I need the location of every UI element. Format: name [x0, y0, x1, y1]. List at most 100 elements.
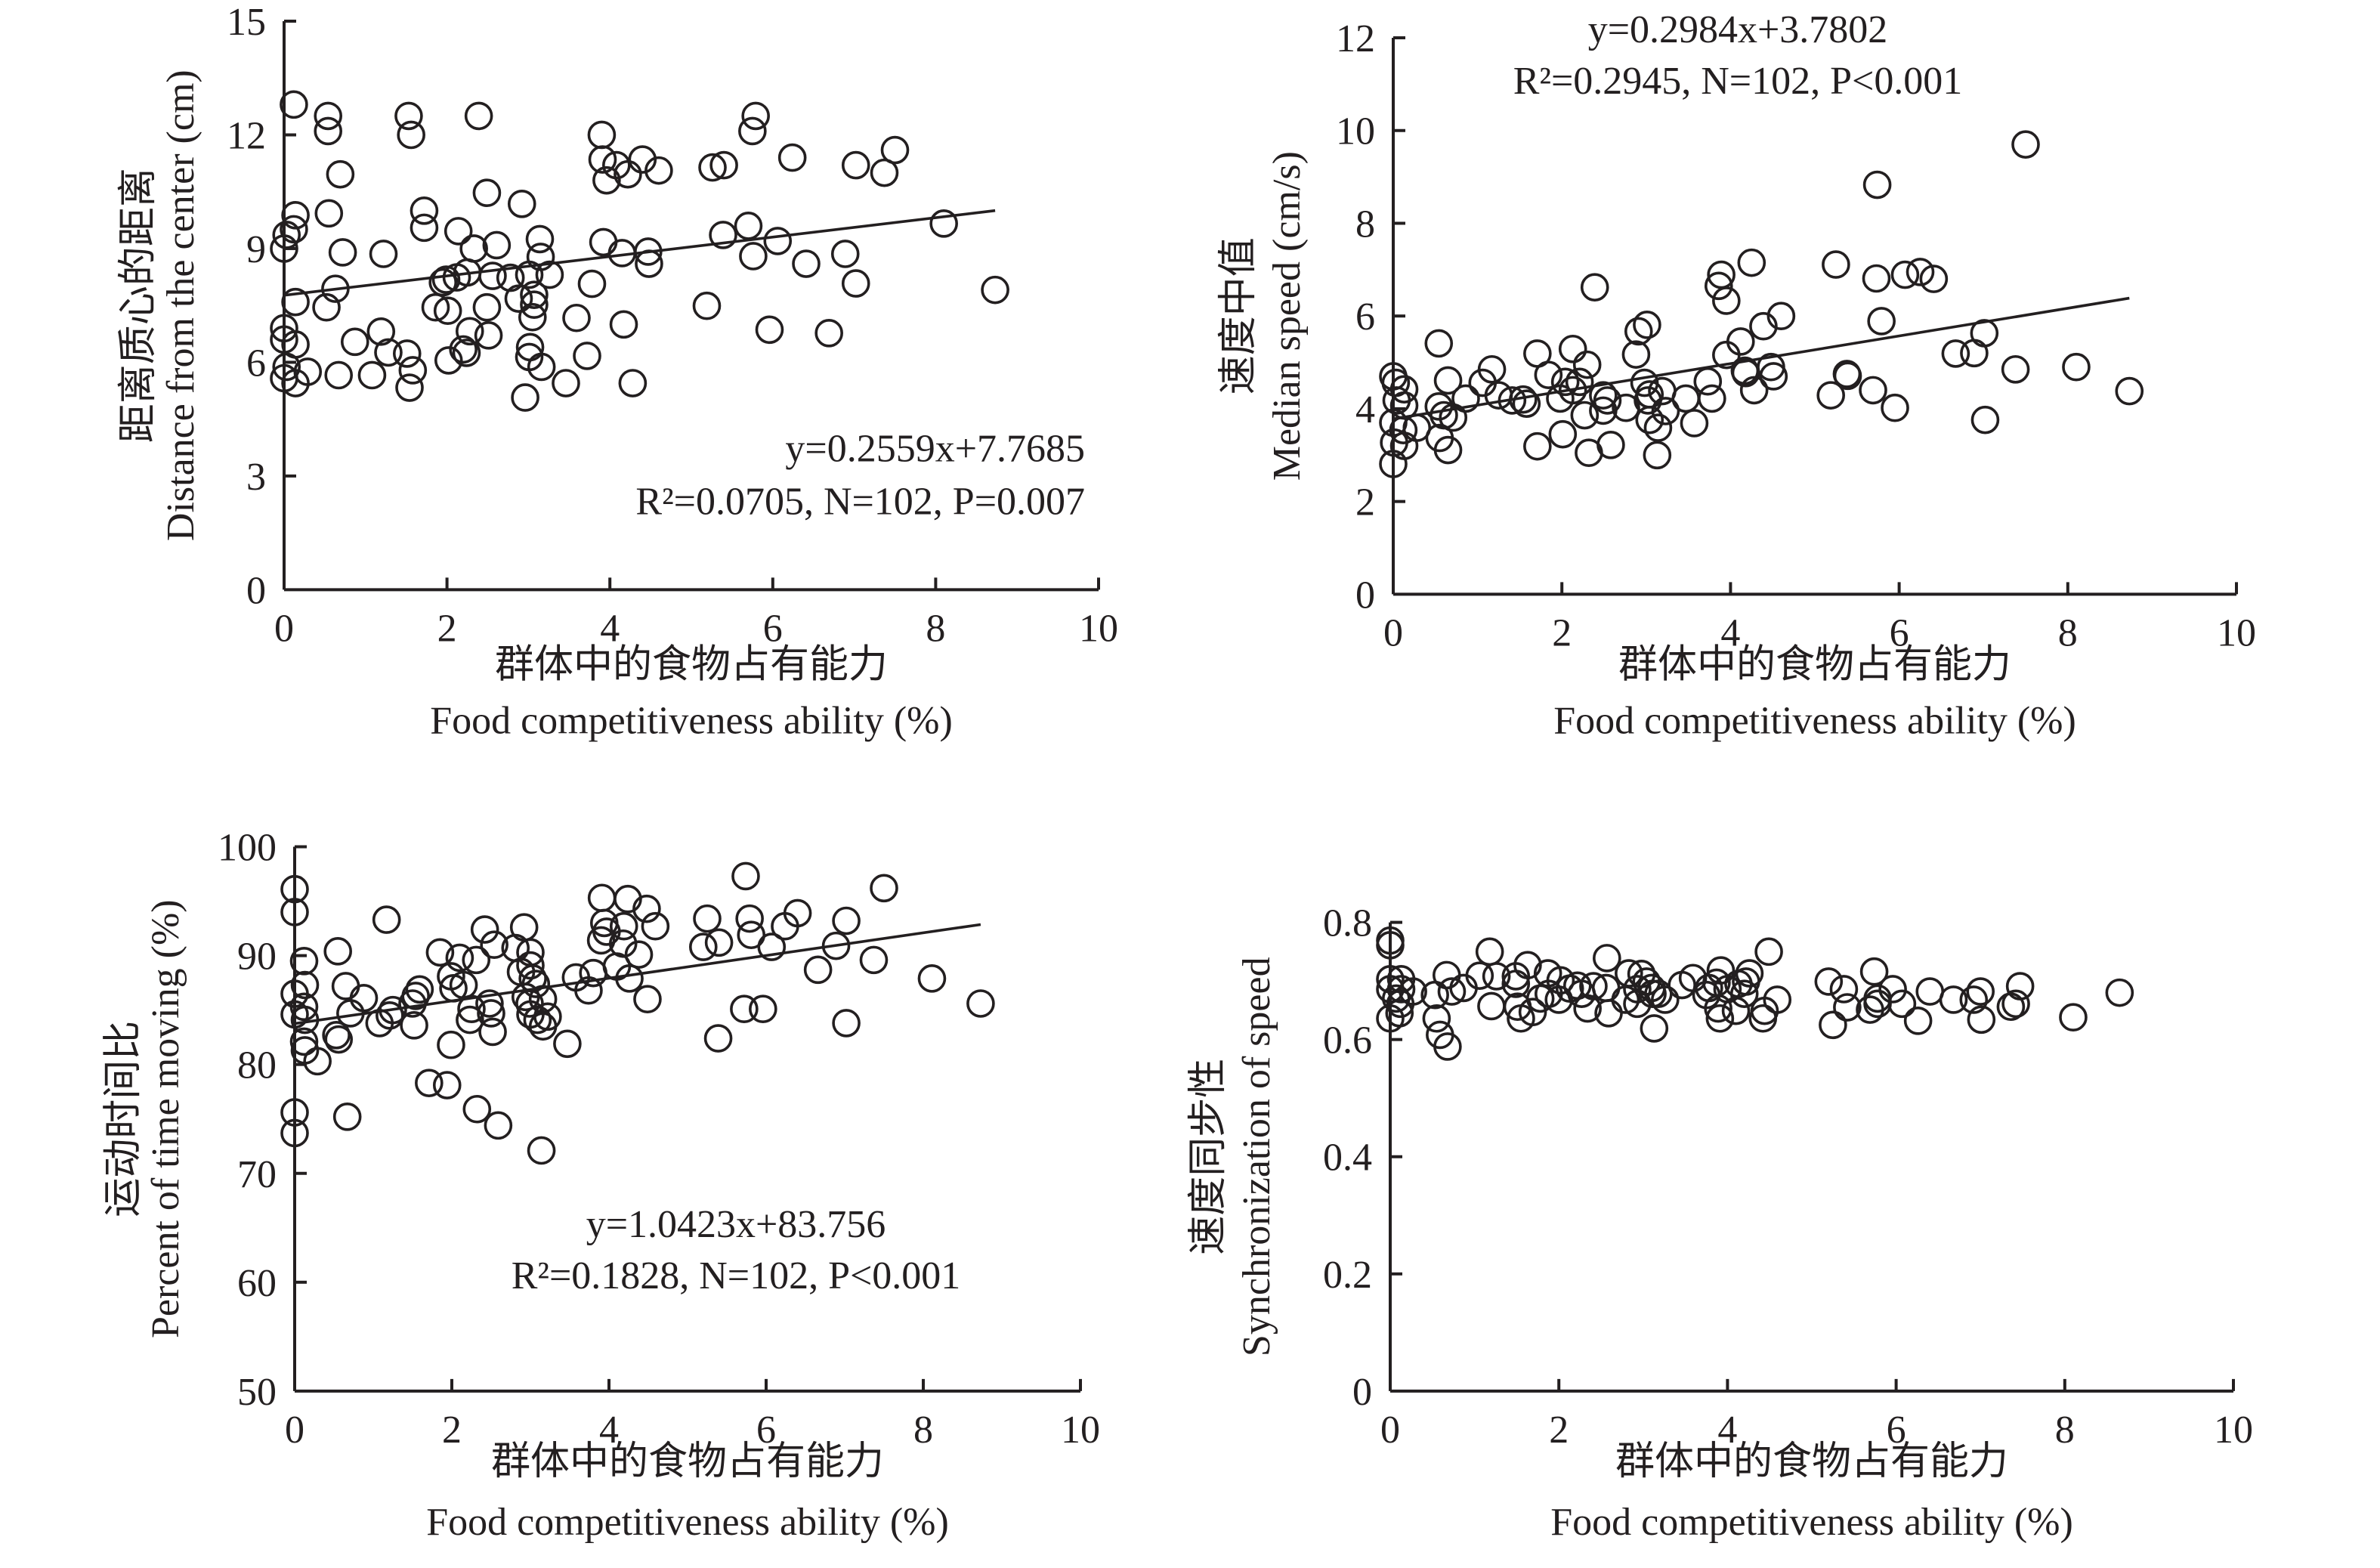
- data-point: [437, 1030, 465, 1059]
- data-point: [1633, 311, 1661, 339]
- data-point: [328, 238, 357, 267]
- data-point: [515, 260, 544, 289]
- data-point: [792, 249, 821, 278]
- data-point: [415, 1069, 444, 1097]
- data-point: [731, 861, 760, 891]
- data-point: [410, 196, 439, 225]
- y-tick-label: 50: [237, 1371, 277, 1414]
- data-point: [272, 221, 301, 249]
- data-point: [1376, 964, 1405, 994]
- data-point: [290, 970, 320, 1000]
- data-point: [472, 292, 502, 322]
- data-point: [289, 947, 319, 976]
- data-point: [535, 260, 564, 289]
- data-point: [1501, 962, 1531, 991]
- data-point: [586, 926, 616, 955]
- data-point: [457, 994, 486, 1024]
- data-point: [749, 994, 777, 1024]
- data-point: [1379, 408, 1408, 438]
- x-tick-label: 2: [442, 1409, 462, 1452]
- x-axis-label: Food competitiveness ability (%): [1553, 699, 2076, 742]
- data-point: [1621, 340, 1651, 369]
- data-point: [2011, 130, 2040, 159]
- data-point: [821, 931, 851, 960]
- x-axis-label-cn: 群体中的食物占有能力: [1615, 1440, 2008, 1483]
- data-point: [289, 1027, 319, 1056]
- data-point: [484, 1111, 513, 1140]
- x-tick-label: 8: [2058, 611, 2078, 654]
- data-point: [1430, 401, 1458, 430]
- data-point: [1819, 1010, 1847, 1040]
- data-point: [1890, 260, 1920, 289]
- data-point: [474, 321, 503, 350]
- data-point: [1721, 996, 1751, 1025]
- data-point: [395, 373, 424, 402]
- x-tick-label: 8: [2055, 1409, 2075, 1452]
- data-point: [929, 209, 958, 238]
- data-point: [1535, 979, 1563, 1008]
- data-point: [1612, 393, 1640, 422]
- y-tick-label: 2: [1355, 481, 1375, 524]
- x-tick-label: 6: [756, 1409, 776, 1452]
- x-tick-label: 6: [763, 607, 783, 650]
- data-point: [1680, 409, 1709, 438]
- data-point: [314, 116, 343, 146]
- data-point: [289, 992, 319, 1022]
- data-point: [1887, 989, 1917, 1019]
- data-point: [280, 898, 309, 926]
- data-point: [2001, 354, 2030, 384]
- data-point: [1648, 376, 1677, 406]
- data-point: [1863, 989, 1892, 1019]
- data-point: [1565, 367, 1594, 397]
- data-point: [455, 317, 484, 346]
- data-point: [917, 964, 947, 993]
- data-point: [431, 265, 461, 294]
- data-point: [1623, 989, 1652, 1019]
- x-tick-label: 6: [1890, 611, 1909, 654]
- data-point: [340, 327, 369, 357]
- data-point: [841, 150, 870, 180]
- x-axis-label: Food competitiveness ability (%): [426, 1501, 949, 1544]
- data-point: [552, 369, 580, 397]
- data-point: [1859, 376, 1887, 405]
- data-point: [1903, 1007, 1933, 1035]
- x-tick-label: 10: [1061, 1409, 1100, 1452]
- data-point: [1748, 1004, 1778, 1033]
- x-tick-label: 2: [437, 607, 457, 650]
- data-point: [445, 943, 474, 973]
- data-point: [1624, 317, 1653, 346]
- data-point: [641, 911, 670, 941]
- data-point: [1862, 170, 1892, 199]
- data-point: [421, 292, 450, 322]
- regression-equation: y=0.2559x+7.7685: [785, 427, 1085, 470]
- data-point: [1573, 994, 1602, 1023]
- data-point: [303, 1047, 332, 1076]
- data-point: [803, 955, 833, 985]
- data-point: [357, 360, 387, 390]
- data-point: [830, 240, 860, 268]
- data-point: [272, 352, 301, 382]
- data-point: [579, 958, 608, 988]
- y-tick-label: 0.8: [1323, 902, 1372, 945]
- data-point: [1420, 980, 1449, 1010]
- data-point: [518, 302, 547, 332]
- data-point: [1712, 340, 1741, 370]
- y-tick-label: 9: [246, 228, 266, 271]
- data-point: [392, 339, 422, 368]
- data-point: [614, 159, 642, 189]
- data-point: [324, 360, 354, 390]
- data-point: [1437, 977, 1467, 1006]
- y-tick-label: 3: [246, 456, 266, 499]
- data-point: [741, 101, 770, 131]
- data-point: [1939, 985, 1968, 1014]
- data-point: [1759, 362, 1788, 391]
- data-point: [609, 911, 638, 941]
- y-tick-label: 4: [1355, 388, 1375, 431]
- y-tick-label: 6: [1355, 295, 1375, 339]
- data-point: [1766, 302, 1796, 331]
- data-point: [814, 319, 843, 348]
- data-point: [449, 335, 478, 364]
- data-point: [314, 101, 343, 131]
- data-point: [312, 292, 341, 322]
